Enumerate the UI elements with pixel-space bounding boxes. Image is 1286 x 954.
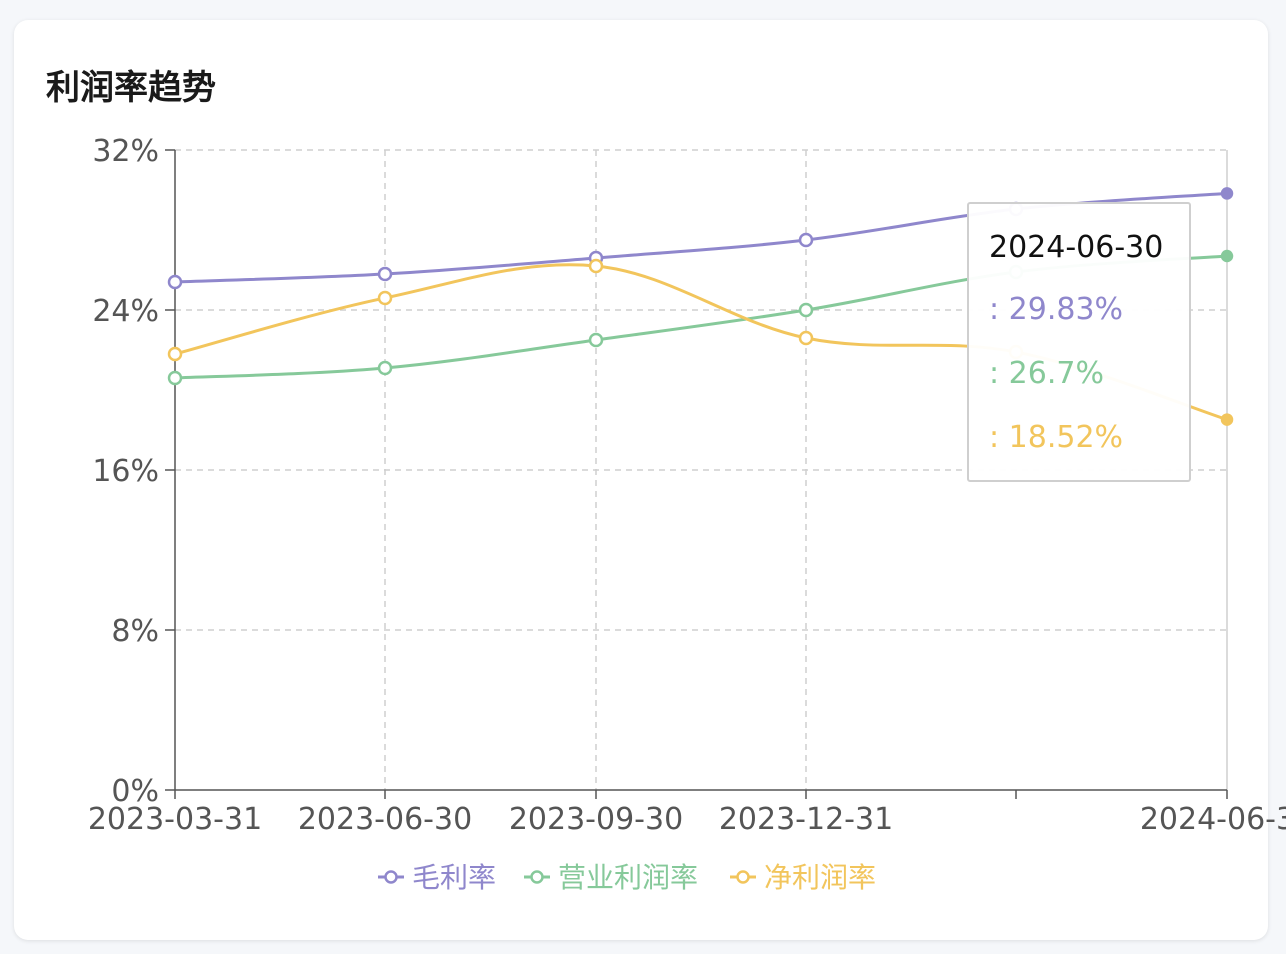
y-tick-label: 32% (92, 134, 159, 169)
legend-item-label[interactable]: 营业利润率 (558, 861, 698, 894)
y-tick-label: 8% (111, 614, 159, 649)
axes: 0% 8% 16% 24% 32% 2023-03-31 2023-06-30 2023-09… (88, 134, 1286, 837)
legend-marker-dot (384, 870, 398, 884)
legend: 毛利率 营业利润率 净利润率 (378, 861, 876, 894)
chart-tooltip: 2024-06-30 : 29.83% : 26.7% : 18.52% (967, 202, 1191, 482)
tooltip-date: 2024-06-30 (989, 230, 1164, 265)
tooltip-operating-value: : 26.7% (989, 356, 1104, 391)
tooltip-net-value: : 18.52% (989, 420, 1124, 455)
data-point[interactable] (377, 266, 393, 282)
x-tick-label: 2023-06-30 (298, 802, 472, 837)
y-tick-label: 0% (111, 774, 159, 809)
y-tick-label: 24% (92, 294, 159, 329)
x-tick-label: 2024-06-30 (1140, 802, 1286, 837)
x-tick-label: 2023-12-31 (719, 802, 893, 837)
data-point[interactable] (1220, 187, 1234, 200)
tooltip-gross-value: : 29.83% (989, 292, 1124, 327)
data-point[interactable] (1220, 249, 1234, 263)
legend-marker-dot (736, 870, 750, 884)
legend-item-label[interactable]: 毛利率 (412, 861, 496, 894)
data-point[interactable] (798, 232, 814, 248)
x-tick-label: 2023-09-30 (509, 802, 683, 837)
data-point[interactable] (588, 332, 604, 348)
legend-marker-dot (530, 870, 544, 884)
y-tick-label: 16% (92, 454, 159, 489)
x-tick-label: 2023-03-31 (88, 802, 262, 837)
data-point[interactable] (377, 290, 393, 306)
data-point[interactable] (798, 302, 814, 318)
data-point[interactable] (588, 258, 604, 274)
legend-item-label[interactable]: 净利润率 (764, 861, 876, 894)
chart-title: 利润率趋势 (46, 68, 216, 108)
data-point[interactable] (167, 370, 183, 386)
data-point[interactable] (377, 360, 393, 376)
data-point[interactable] (167, 346, 183, 362)
data-point[interactable] (167, 274, 183, 290)
data-point[interactable] (1220, 413, 1234, 426)
data-point[interactable] (798, 330, 814, 346)
